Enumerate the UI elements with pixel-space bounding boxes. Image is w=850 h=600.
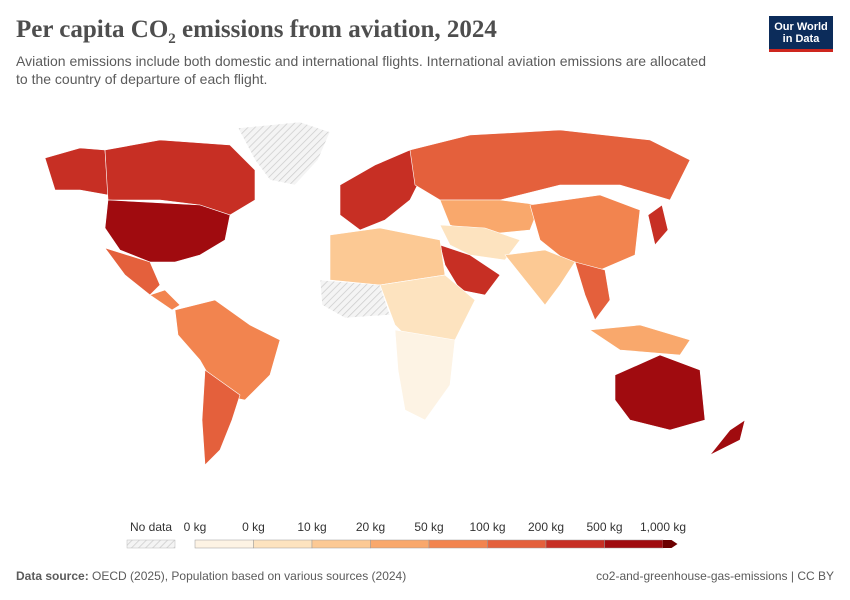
alaska[interactable] xyxy=(44,147,109,196)
canada[interactable] xyxy=(104,139,256,216)
legend-label: 1,000 kg xyxy=(640,520,686,534)
subtitle: Aviation emissions include both domestic… xyxy=(16,53,707,87)
middle-east[interactable] xyxy=(439,224,521,261)
countries xyxy=(44,121,746,466)
southern-africa[interactable] xyxy=(394,329,456,421)
central-asia[interactable] xyxy=(439,199,541,236)
new-zealand[interactable] xyxy=(709,419,746,456)
australia[interactable] xyxy=(614,354,706,431)
mexico[interactable] xyxy=(104,247,161,296)
legend-bin xyxy=(428,539,488,549)
greenland[interactable] xyxy=(237,121,331,186)
legend-bin xyxy=(311,539,371,549)
source-label: Data source: xyxy=(16,569,89,583)
logo-text: Our World xyxy=(774,21,828,33)
legend-bin xyxy=(370,539,430,549)
south-america-north[interactable] xyxy=(174,299,281,401)
north-africa[interactable] xyxy=(329,227,446,286)
footer: Data source: OECD (2025), Population bas… xyxy=(16,569,834,583)
legend-bin xyxy=(545,539,605,549)
southeast-asia[interactable] xyxy=(574,261,611,321)
no-data-swatch xyxy=(126,539,176,549)
central-america[interactable] xyxy=(149,289,181,311)
title-subscript: 2 xyxy=(168,31,176,47)
legend-label: 50 kg xyxy=(414,520,443,534)
russia[interactable] xyxy=(409,129,691,201)
title: Per capita CO2 emissions from aviation, … xyxy=(16,16,497,48)
south-america-south[interactable] xyxy=(201,369,241,466)
legend-bin xyxy=(194,539,254,549)
source: OECD (2025), Population based on various… xyxy=(92,569,407,583)
legend-bin xyxy=(604,539,664,549)
indonesia[interactable] xyxy=(589,324,691,356)
arabia[interactable] xyxy=(439,244,501,296)
legend-label: 500 kg xyxy=(586,520,622,534)
legend-label: 100 kg xyxy=(469,520,505,534)
japan[interactable] xyxy=(647,204,669,246)
slug: co2-and-greenhouse-gas-emissions | CC BY xyxy=(596,569,834,583)
title-text: Per capita CO xyxy=(16,16,169,43)
legend: No data 0 kg 0 kg 10 kg 20 kg 50 kg 100 kg 200 … xyxy=(126,520,686,549)
legend-label: 200 kg xyxy=(528,520,564,534)
europe[interactable] xyxy=(339,149,421,231)
legend-bin xyxy=(487,539,547,549)
legend-bin xyxy=(663,540,678,548)
legend-label: 10 kg xyxy=(297,520,326,534)
logo[interactable]: Our World in Data xyxy=(769,16,833,52)
india[interactable] xyxy=(504,249,576,306)
logo-text: in Data xyxy=(782,33,820,45)
west-africa[interactable] xyxy=(319,279,391,319)
legend-label: 0 kg xyxy=(242,520,265,534)
usa[interactable] xyxy=(104,199,231,263)
title-text: emissions from aviation, 2024 xyxy=(175,16,497,43)
legend-label: 20 kg xyxy=(356,520,385,534)
legend-bin xyxy=(253,539,313,549)
no-data-label: No data xyxy=(130,520,172,534)
china[interactable] xyxy=(529,194,641,271)
legend-label: 0 kg xyxy=(184,520,207,534)
